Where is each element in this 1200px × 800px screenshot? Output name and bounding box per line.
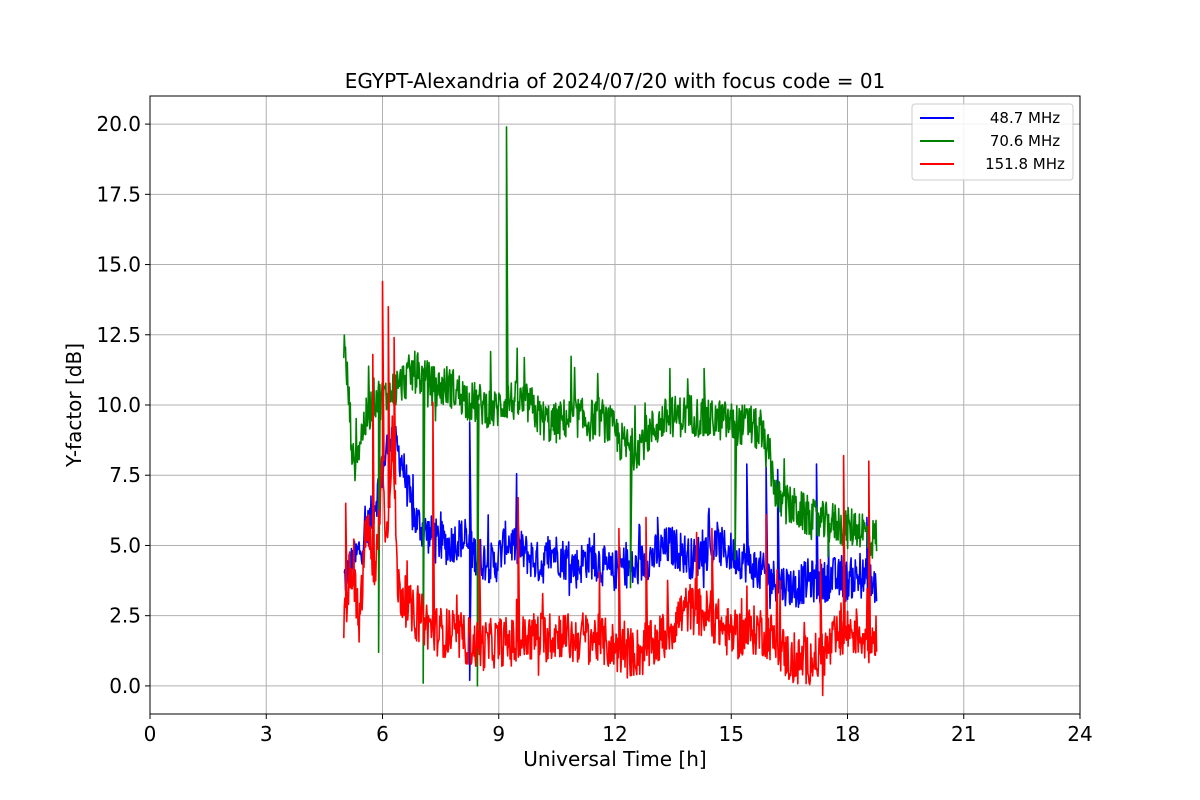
legend-label: 48.7 MHz [990,109,1060,127]
chart-title: EGYPT-Alexandria of 2024/07/20 with focu… [345,69,886,93]
legend-label: 70.6 MHz [990,132,1060,150]
series-line [343,280,878,697]
y-tick-label: 15.0 [96,253,141,277]
x-tick-label: 6 [376,722,389,746]
x-tick-label: 12 [602,722,627,746]
series-1 [343,126,878,687]
x-tick-label: 0 [144,722,157,746]
x-tick-label: 15 [719,722,744,746]
legend-label: 151.8 MHz [985,155,1065,173]
series-2 [343,280,878,697]
x-tick-label: 3 [260,722,273,746]
x-tick-label: 24 [1067,722,1092,746]
y-tick-label: 0.0 [109,674,141,698]
y-tick-label: 2.5 [109,604,141,628]
y-axis-label: Y-factor [dB] [62,343,86,468]
x-tick-label: 9 [492,722,505,746]
y-tick-label: 7.5 [109,463,141,487]
y-tick-label: 10.0 [96,393,141,417]
legend: 48.7 MHz 70.6 MHz 151.8 MHz [911,103,1074,181]
grid-lines [149,96,1081,714]
series-line [343,126,878,687]
x-tick-label: 18 [835,722,860,746]
y-tick-label: 20.0 [96,112,141,136]
x-axis-label: Universal Time [h] [523,747,706,771]
x-tick-label: 21 [951,722,976,746]
y-tick-label: 5.0 [109,533,141,557]
legend-box [911,103,1074,181]
y-tick-label: 17.5 [96,182,141,206]
y-tick-label: 12.5 [96,323,141,347]
axis-ticks: 0 3 6 9 12 15 18 21 24 0.0 2.5 5.0 7.5 10.0 12.5 15.0 17… [96,112,1092,746]
series-lines [343,126,878,697]
